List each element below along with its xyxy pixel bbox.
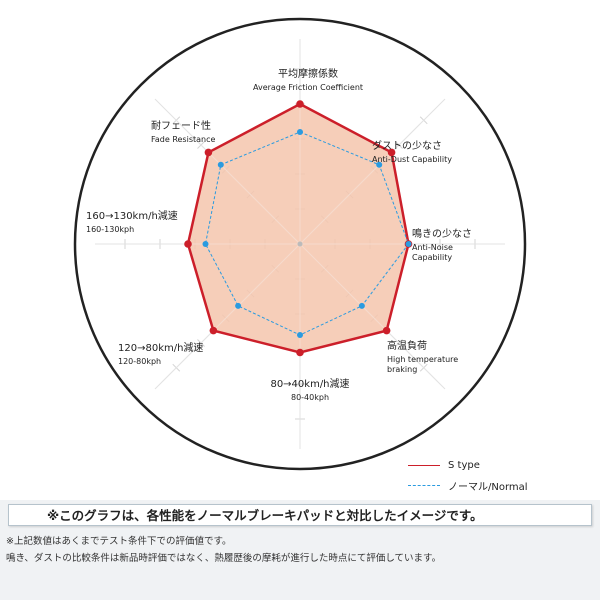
- grid-axis-overlay: [299, 98, 446, 245]
- axis-label: ダストの少なさ: [372, 139, 442, 152]
- point-s-type: [209, 326, 218, 335]
- axis-sublabel-line: Anti-Noise: [412, 243, 453, 252]
- axis-label: 80→40km/h減速: [270, 377, 349, 390]
- note-line-2: 鳴き、ダストの比較条件は新品時評価ではなく、熱履歴後の摩耗が進行した時点にて評価…: [6, 553, 442, 564]
- axis-sublabel: Anti-Dust Capability: [372, 155, 452, 164]
- axis-sublabel-line: Anti-Dust Capability: [372, 155, 452, 164]
- point-normal: [297, 129, 303, 135]
- axis-label: 120→80km/h減速: [118, 341, 203, 354]
- point-normal: [297, 332, 303, 338]
- axis-sublabel: 160-130kph: [86, 225, 134, 234]
- axis-sublabel-line: braking: [387, 365, 417, 374]
- point-s-type: [387, 148, 396, 157]
- legend-item-normal: ノーマル/Normal: [408, 475, 558, 495]
- legend: S type ノーマル/Normal: [408, 455, 558, 495]
- axis-sublabel-line: 120-80kph: [118, 357, 161, 366]
- axis-sublabel-line: Average Friction Coefficient: [253, 83, 363, 92]
- point-s-type: [382, 326, 391, 335]
- legend-swatch-s-type: [408, 464, 440, 466]
- point-normal: [202, 241, 209, 247]
- grid-tick: [172, 116, 181, 125]
- axis-label: 平均摩擦係数: [278, 67, 338, 80]
- axis-sublabel: Anti-Noise Capability: [412, 243, 453, 262]
- radar-chart: 平均摩擦係数 Average Friction Coefficient ダストの少な…: [73, 17, 527, 471]
- point-s-type: [296, 100, 304, 108]
- chart-center: [297, 241, 303, 247]
- axis-label: 鳴きの少なさ: [412, 227, 472, 240]
- note-line-1: ※上記数値はあくまでテスト条件下での評価値です。: [6, 536, 232, 547]
- legend-label-s-type: S type: [448, 459, 480, 471]
- grid-axis-overlay: [154, 98, 301, 245]
- axis-sublabel: Average Friction Coefficient: [253, 83, 363, 92]
- axis-label: 160→130km/h減速: [86, 209, 178, 222]
- point-normal: [376, 161, 383, 168]
- grid-tick: [197, 141, 205, 149]
- grid-tick: [419, 363, 428, 372]
- axis-sublabel: 120-80kph: [118, 357, 161, 366]
- radar-svg: 平均摩擦係数 Average Friction Coefficient ダストの少な…: [73, 17, 527, 471]
- point-normal: [217, 161, 224, 168]
- legend-label-normal: ノーマル/Normal: [448, 481, 528, 493]
- axis-sublabel: Fade Resistance: [151, 135, 216, 144]
- axis-label: 耐フェード性: [151, 119, 211, 132]
- grid-axis-overlay: [299, 243, 446, 390]
- point-s-type: [204, 148, 213, 157]
- point-normal: [358, 302, 365, 309]
- axis-sublabel-line: Capability: [412, 253, 452, 262]
- grid-tick: [197, 339, 205, 347]
- grid-tick: [172, 363, 181, 372]
- axis-sublabel-line: 80-40kph: [291, 393, 329, 402]
- point-normal: [235, 302, 242, 309]
- note-title: ※このグラフは、各性能をノーマルブレーキパッドと対比したイメージです。: [8, 504, 592, 526]
- point-s-type: [296, 348, 304, 357]
- axis-sublabel-line: Fade Resistance: [151, 135, 216, 144]
- axis-sublabel-line: High temperature: [387, 355, 458, 364]
- legend-item-s-type: S type: [408, 455, 558, 475]
- axis-sublabel: 80-40kph: [291, 393, 329, 402]
- note-box: ※このグラフは、各性能をノーマルブレーキパッドと対比したイメージです。 ※上記数…: [0, 500, 600, 600]
- axis-sublabel-line: 160-130kph: [86, 225, 134, 234]
- grid-tick: [395, 141, 403, 149]
- grid-tick: [419, 116, 428, 125]
- grid-tick: [395, 339, 403, 347]
- axis-label: 高温負荷: [387, 339, 427, 352]
- point-normal: [405, 241, 412, 247]
- point-s-type: [184, 240, 192, 248]
- grid-axis-overlay: [154, 243, 301, 390]
- legend-swatch-normal: [408, 484, 440, 486]
- axis-sublabel: High temperature braking: [387, 355, 458, 374]
